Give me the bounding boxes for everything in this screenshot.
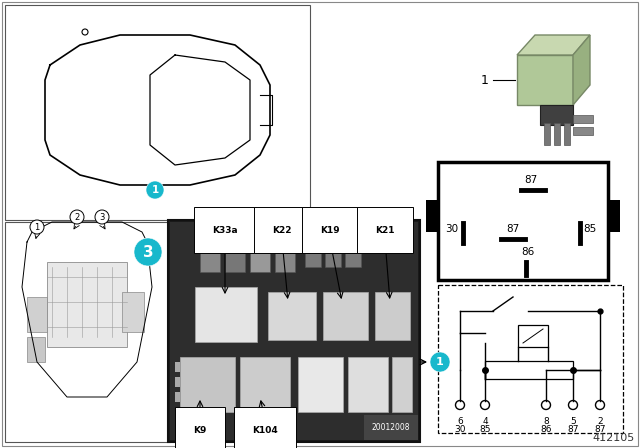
Bar — [305, 237, 321, 267]
Text: 86: 86 — [540, 425, 552, 434]
Circle shape — [146, 181, 164, 199]
Bar — [5, 222, 170, 442]
Text: 1: 1 — [436, 357, 444, 367]
Bar — [170, 222, 418, 440]
Bar — [348, 357, 388, 412]
Bar — [540, 105, 573, 125]
Text: K19: K19 — [320, 225, 340, 234]
Text: 1: 1 — [35, 223, 40, 232]
Polygon shape — [573, 35, 590, 105]
Text: 8: 8 — [543, 417, 549, 426]
Bar — [5, 5, 310, 220]
Bar — [554, 123, 560, 145]
Bar — [175, 392, 180, 402]
Bar — [298, 357, 343, 412]
Circle shape — [595, 401, 605, 409]
Text: 1: 1 — [481, 73, 489, 86]
Bar — [544, 123, 550, 145]
Bar — [27, 337, 45, 362]
Bar — [27, 297, 47, 332]
Bar — [425, 5, 635, 163]
Text: K33a: K33a — [212, 225, 238, 234]
Bar — [195, 287, 257, 342]
Circle shape — [456, 401, 465, 409]
Text: 6: 6 — [457, 417, 463, 426]
Bar — [485, 361, 573, 379]
Circle shape — [95, 210, 109, 224]
Bar — [180, 357, 235, 412]
Bar — [518, 325, 548, 347]
Bar — [225, 237, 245, 272]
Circle shape — [541, 401, 550, 409]
Bar — [438, 285, 623, 433]
Text: 3: 3 — [143, 245, 154, 259]
Bar — [573, 127, 593, 135]
Bar — [250, 237, 270, 272]
Text: 87: 87 — [506, 224, 520, 234]
Text: K9: K9 — [193, 426, 207, 435]
Circle shape — [481, 401, 490, 409]
Circle shape — [430, 352, 450, 372]
Circle shape — [134, 238, 162, 266]
Bar — [608, 200, 620, 232]
Bar — [175, 377, 180, 387]
Bar — [240, 357, 290, 412]
Text: 20012008: 20012008 — [371, 423, 410, 432]
Text: K104: K104 — [252, 426, 278, 435]
Bar — [275, 237, 295, 272]
Polygon shape — [517, 35, 590, 55]
Text: 87: 87 — [524, 175, 538, 185]
Bar — [323, 292, 368, 340]
Polygon shape — [517, 55, 573, 105]
Bar — [426, 200, 438, 232]
Bar — [573, 115, 593, 123]
Text: 4: 4 — [482, 417, 488, 426]
Text: 85: 85 — [479, 425, 491, 434]
Bar — [122, 292, 144, 332]
Text: 2: 2 — [74, 212, 79, 221]
Bar — [375, 292, 410, 340]
Circle shape — [568, 401, 577, 409]
Bar — [345, 237, 361, 267]
Bar — [200, 237, 220, 272]
Text: 3: 3 — [99, 212, 105, 221]
Text: 1: 1 — [152, 185, 159, 195]
Text: 86: 86 — [522, 247, 534, 257]
Text: 2: 2 — [597, 417, 603, 426]
Text: 412105: 412105 — [593, 433, 635, 443]
Text: 30: 30 — [454, 425, 466, 434]
Text: K21: K21 — [375, 225, 395, 234]
Text: 87: 87 — [567, 425, 579, 434]
Bar — [438, 162, 608, 280]
Circle shape — [30, 220, 44, 234]
Bar — [325, 237, 341, 267]
Bar — [168, 220, 420, 442]
Text: K22: K22 — [272, 225, 292, 234]
Text: 87: 87 — [595, 425, 605, 434]
Text: 30: 30 — [445, 224, 459, 234]
Bar — [564, 123, 570, 145]
Bar — [268, 292, 316, 340]
Bar — [47, 262, 127, 347]
Bar — [175, 362, 180, 372]
Circle shape — [70, 210, 84, 224]
Bar — [392, 357, 412, 412]
Text: 85: 85 — [584, 224, 596, 234]
Text: 5: 5 — [570, 417, 576, 426]
